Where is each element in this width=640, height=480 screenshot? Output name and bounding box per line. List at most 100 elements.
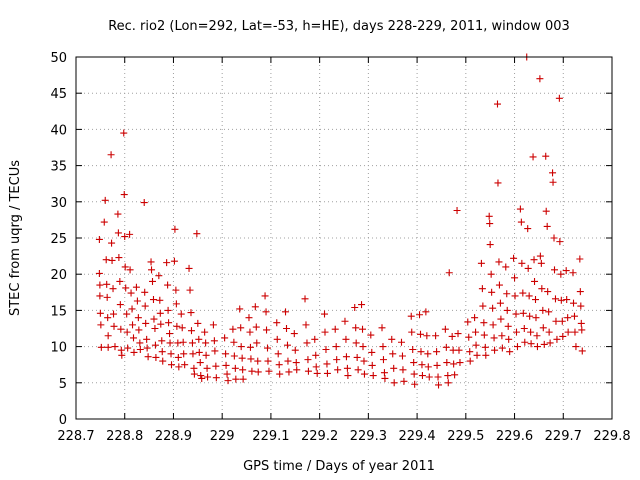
- data-point: [546, 339, 554, 347]
- data-point: [577, 319, 585, 327]
- data-point: [322, 345, 330, 353]
- data-point: [503, 306, 511, 314]
- data-point: [557, 270, 565, 278]
- data-point: [424, 350, 432, 358]
- data-point: [544, 288, 552, 296]
- data-point: [147, 258, 155, 266]
- data-point: [532, 314, 540, 322]
- y-tick-label: 10: [50, 341, 67, 356]
- data-point: [390, 364, 398, 372]
- data-point: [313, 369, 321, 377]
- data-point: [97, 321, 105, 329]
- data-point: [276, 370, 284, 378]
- data-point: [167, 350, 175, 358]
- data-point: [451, 371, 459, 379]
- data-point: [141, 302, 149, 310]
- data-point: [211, 347, 219, 355]
- data-point: [212, 362, 220, 370]
- data-point: [185, 264, 193, 272]
- data-point: [539, 324, 547, 332]
- data-point: [334, 366, 342, 374]
- data-point: [232, 375, 240, 383]
- data-point: [108, 239, 116, 247]
- x-tick-label: 229.1: [252, 429, 289, 444]
- data-point: [359, 343, 367, 351]
- data-point: [114, 210, 122, 218]
- data-point: [155, 272, 163, 280]
- data-point: [104, 314, 112, 322]
- data-point: [262, 308, 270, 316]
- data-point: [202, 339, 210, 347]
- data-point: [158, 348, 166, 356]
- data-point: [570, 312, 578, 320]
- data-point: [107, 151, 115, 159]
- data-point: [332, 343, 340, 351]
- data-point: [202, 351, 210, 359]
- data-point: [103, 293, 111, 301]
- data-point: [454, 330, 462, 338]
- data-point: [116, 277, 124, 285]
- data-point: [490, 334, 498, 342]
- data-point: [263, 344, 271, 352]
- data-point: [516, 205, 524, 213]
- data-point: [188, 339, 196, 347]
- y-tick-label: 45: [50, 87, 67, 102]
- data-point: [180, 350, 188, 358]
- data-point: [173, 322, 181, 330]
- data-point: [231, 364, 239, 372]
- data-point: [434, 373, 442, 381]
- data-point: [236, 305, 244, 313]
- data-point: [283, 341, 291, 349]
- data-point: [525, 292, 533, 300]
- data-point: [166, 330, 174, 338]
- y-tick-label: 40: [50, 123, 67, 138]
- data-point: [408, 328, 416, 336]
- data-point: [545, 308, 553, 316]
- data-point: [230, 338, 238, 346]
- data-point: [121, 263, 129, 271]
- data-point: [537, 259, 545, 267]
- data-point: [520, 325, 528, 332]
- data-point: [518, 259, 526, 267]
- data-point: [253, 339, 261, 347]
- data-point: [432, 332, 440, 340]
- data-point: [172, 286, 180, 294]
- data-points: [95, 53, 586, 389]
- data-point: [539, 306, 547, 314]
- data-point: [254, 357, 262, 365]
- data-point: [378, 324, 386, 332]
- y-tick-label: 15: [50, 304, 67, 319]
- data-point: [187, 309, 195, 317]
- data-point: [486, 220, 494, 228]
- data-point: [511, 292, 519, 300]
- data-point: [264, 357, 272, 365]
- plot-frame: [75, 56, 613, 420]
- data-point: [472, 341, 480, 349]
- data-point: [456, 359, 464, 367]
- data-point: [293, 366, 301, 374]
- data-point: [480, 319, 488, 327]
- data-point: [538, 285, 546, 293]
- data-point: [422, 308, 430, 316]
- data-point: [156, 309, 164, 317]
- data-point: [110, 310, 118, 318]
- data-point: [551, 266, 559, 274]
- data-point: [126, 230, 134, 238]
- data-point: [389, 350, 397, 358]
- data-point: [360, 357, 368, 365]
- data-point: [493, 100, 501, 108]
- data-point: [563, 296, 571, 304]
- data-point: [265, 367, 273, 375]
- data-point: [237, 343, 245, 351]
- data-point: [122, 284, 130, 292]
- data-point: [444, 372, 452, 380]
- data-point: [116, 301, 124, 309]
- data-point: [423, 332, 431, 340]
- data-point: [529, 153, 537, 161]
- data-point: [397, 338, 405, 346]
- data-point: [273, 319, 281, 327]
- data-point: [283, 325, 291, 332]
- data-point: [531, 296, 539, 304]
- data-point: [491, 346, 499, 354]
- data-point: [445, 269, 453, 277]
